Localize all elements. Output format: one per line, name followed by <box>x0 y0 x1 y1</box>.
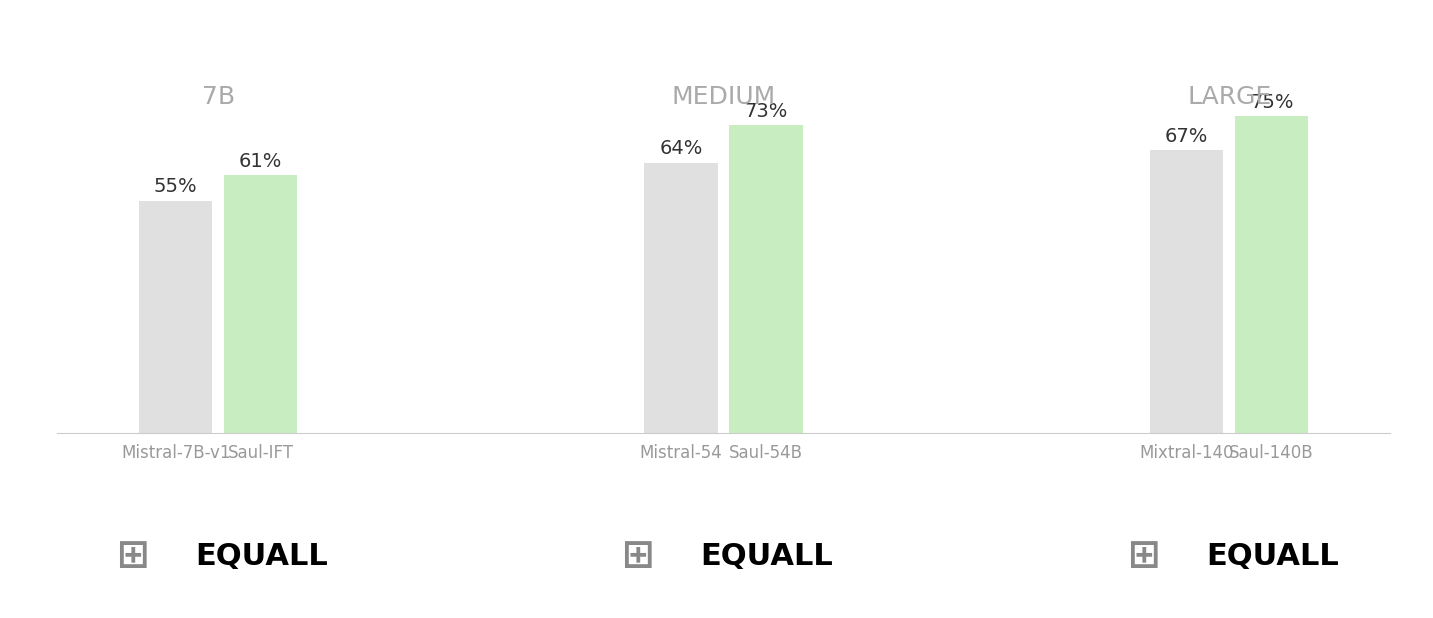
Text: 55%: 55% <box>153 177 198 197</box>
Text: MEDIUM: MEDIUM <box>672 85 775 109</box>
Text: 75%: 75% <box>1250 93 1294 112</box>
Text: ⊞: ⊞ <box>116 537 149 575</box>
Bar <box>729 125 802 433</box>
Text: ⊞: ⊞ <box>622 537 653 575</box>
Bar <box>1149 150 1224 433</box>
Bar <box>645 163 718 433</box>
Text: 64%: 64% <box>659 140 702 158</box>
Text: 61%: 61% <box>239 152 282 171</box>
Bar <box>1235 116 1308 433</box>
Text: EQUALL: EQUALL <box>701 542 833 570</box>
Text: EQUALL: EQUALL <box>195 542 328 570</box>
Text: ⊞: ⊞ <box>1126 537 1159 575</box>
Text: LARGE: LARGE <box>1187 85 1271 109</box>
Text: 67%: 67% <box>1165 127 1208 146</box>
Text: 7B: 7B <box>202 85 235 109</box>
Text: 73%: 73% <box>745 101 788 121</box>
Text: EQUALL: EQUALL <box>1205 542 1338 570</box>
Bar <box>139 201 212 433</box>
Bar <box>224 176 298 433</box>
